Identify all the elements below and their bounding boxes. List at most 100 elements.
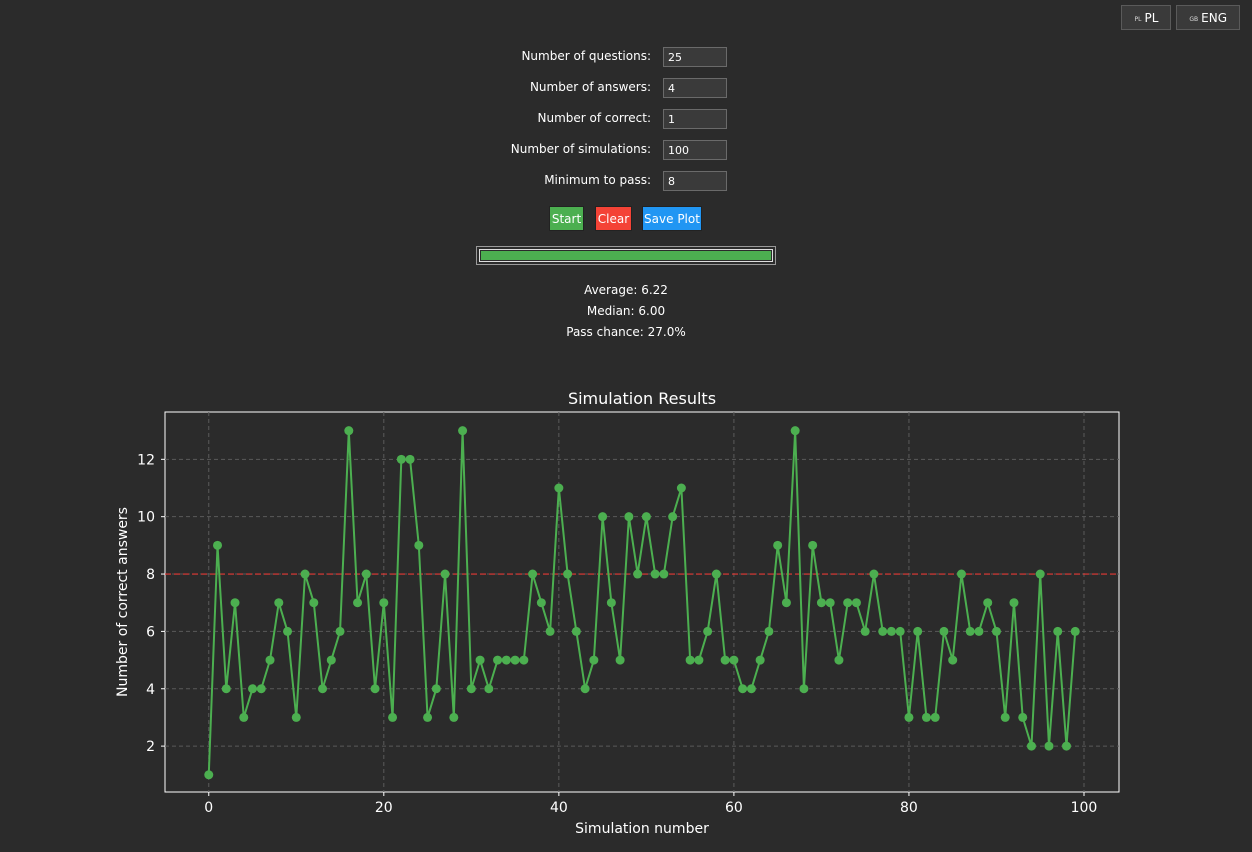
data-point bbox=[519, 655, 529, 665]
questions-input[interactable] bbox=[663, 47, 727, 67]
x-axis-label: Simulation number bbox=[575, 821, 709, 837]
data-point bbox=[886, 626, 896, 636]
data-point bbox=[1000, 712, 1010, 722]
data-point bbox=[764, 626, 774, 636]
data-point bbox=[816, 598, 826, 608]
data-point bbox=[694, 655, 704, 665]
data-point bbox=[239, 712, 249, 722]
data-point bbox=[396, 454, 406, 464]
data-point bbox=[834, 655, 844, 665]
data-point bbox=[790, 426, 800, 436]
minimum-input[interactable] bbox=[663, 171, 727, 191]
data-point bbox=[213, 540, 223, 550]
data-point bbox=[948, 655, 958, 665]
data-point bbox=[1061, 741, 1071, 751]
x-tick-label: 80 bbox=[900, 800, 918, 816]
data-point bbox=[484, 684, 494, 694]
simulations-row: Number of simulations: bbox=[0, 140, 1252, 160]
data-point bbox=[466, 684, 476, 694]
plot-area bbox=[164, 411, 1120, 793]
data-point bbox=[860, 626, 870, 636]
data-point bbox=[1018, 712, 1028, 722]
data-point bbox=[379, 598, 389, 608]
data-point bbox=[344, 426, 354, 436]
simulations-input[interactable] bbox=[663, 140, 727, 160]
data-point bbox=[825, 598, 835, 608]
questions-row: Number of questions: bbox=[0, 47, 1252, 67]
data-point bbox=[545, 626, 555, 636]
start-button[interactable]: Start bbox=[549, 206, 584, 231]
data-point bbox=[510, 655, 520, 665]
correct-input[interactable] bbox=[663, 109, 727, 129]
data-point bbox=[221, 684, 231, 694]
data-point bbox=[414, 540, 424, 550]
data-point bbox=[624, 512, 634, 522]
y-tick-label: 10 bbox=[137, 510, 155, 526]
data-point bbox=[370, 684, 380, 694]
pass-chance-stat: Pass chance: 27.0% bbox=[566, 325, 686, 339]
data-point bbox=[256, 684, 266, 694]
x-tick-label: 60 bbox=[725, 800, 743, 816]
data-point bbox=[335, 626, 345, 636]
data-point bbox=[458, 426, 468, 436]
data-point bbox=[606, 598, 616, 608]
y-tick-label: 2 bbox=[146, 739, 155, 755]
data-point bbox=[1044, 741, 1054, 751]
data-point bbox=[326, 655, 336, 665]
data-point bbox=[449, 712, 459, 722]
data-point bbox=[1070, 626, 1080, 636]
data-point bbox=[668, 512, 678, 522]
y-axis-label: Number of correct answers bbox=[115, 507, 131, 697]
data-point bbox=[843, 598, 853, 608]
data-point bbox=[248, 684, 258, 694]
data-point bbox=[755, 655, 765, 665]
median-stat: Median: 6.00 bbox=[586, 304, 666, 318]
data-point bbox=[423, 712, 433, 722]
data-point bbox=[1026, 741, 1036, 751]
answers-input[interactable] bbox=[663, 78, 727, 98]
data-point bbox=[1009, 598, 1019, 608]
chart-title: Simulation Results bbox=[568, 389, 716, 408]
data-point bbox=[309, 598, 319, 608]
simulations-label: Number of simulations: bbox=[510, 142, 651, 156]
data-point bbox=[991, 626, 1001, 636]
data-point bbox=[904, 712, 914, 722]
language-pl-button[interactable]: PL PL bbox=[1121, 5, 1172, 30]
data-point bbox=[291, 712, 301, 722]
data-point bbox=[300, 569, 310, 579]
answers-label: Number of answers: bbox=[529, 80, 651, 94]
data-point bbox=[431, 684, 441, 694]
minimum-row: Minimum to pass: bbox=[0, 171, 1252, 191]
x-tick-label: 20 bbox=[375, 800, 393, 816]
language-pl-label: PL bbox=[1144, 10, 1159, 25]
data-point bbox=[536, 598, 546, 608]
language-switcher: PL PL GB ENG bbox=[1121, 5, 1240, 30]
data-point bbox=[895, 626, 905, 636]
data-point bbox=[589, 655, 599, 665]
data-point bbox=[930, 712, 940, 722]
average-stat: Average: 6.22 bbox=[584, 283, 668, 297]
data-point bbox=[781, 598, 791, 608]
data-point bbox=[598, 512, 608, 522]
y-tick-label: 8 bbox=[146, 567, 155, 583]
data-point bbox=[703, 626, 713, 636]
data-point bbox=[974, 626, 984, 636]
save-plot-button[interactable]: Save Plot bbox=[642, 206, 702, 231]
correct-row: Number of correct: bbox=[0, 109, 1252, 129]
x-tick-label: 100 bbox=[1071, 800, 1098, 816]
data-point bbox=[1035, 569, 1045, 579]
data-point bbox=[878, 626, 888, 636]
clear-button[interactable]: Clear bbox=[595, 206, 632, 231]
y-tick-label: 4 bbox=[146, 682, 155, 698]
data-point bbox=[851, 598, 861, 608]
progress-fill bbox=[481, 251, 771, 260]
data-point bbox=[729, 655, 739, 665]
y-tick-label: 12 bbox=[137, 452, 155, 468]
language-eng-label: ENG bbox=[1201, 10, 1227, 25]
data-point bbox=[230, 598, 240, 608]
data-point bbox=[641, 512, 651, 522]
data-point bbox=[283, 626, 293, 636]
data-point bbox=[353, 598, 363, 608]
language-eng-button[interactable]: GB ENG bbox=[1176, 5, 1240, 30]
data-point bbox=[318, 684, 328, 694]
